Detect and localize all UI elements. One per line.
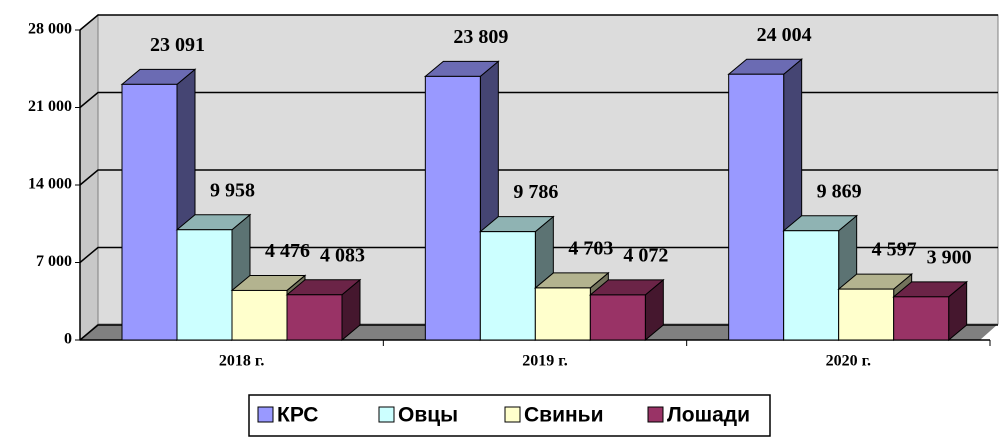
data-label: 4 597: [872, 239, 917, 261]
legend-marker: [257, 406, 274, 423]
x-tick-label: 2019 г.: [522, 353, 567, 370]
bar: [286, 294, 343, 341]
data-label: 24 004: [757, 24, 812, 46]
legend-label: Лошади: [667, 404, 750, 427]
bar: [783, 230, 840, 341]
data-label: 9 869: [817, 180, 862, 202]
bar: [424, 75, 481, 341]
legend-marker: [647, 406, 664, 423]
legend-marker: [504, 406, 521, 423]
grid-line: [79, 246, 998, 264]
x-tick-label: 2018 г.: [219, 353, 264, 370]
bar: [121, 83, 178, 341]
bar: [728, 73, 785, 341]
data-label: 23 809: [453, 26, 508, 48]
x-tick-label: 2020 г.: [826, 353, 871, 370]
y-tick-label: 7 000: [36, 253, 72, 270]
y-tick-label: 21 000: [28, 98, 72, 115]
data-label: 4 083: [320, 244, 365, 266]
y-tick-label: 28 000: [28, 21, 72, 38]
data-label: 4 072: [623, 245, 668, 267]
bar: [534, 287, 591, 341]
data-label: 23 091: [150, 34, 205, 56]
bar: [231, 289, 288, 341]
bar: [893, 296, 950, 341]
legend-label: Свиньи: [524, 404, 604, 427]
y-tick-label: 14 000: [28, 176, 72, 193]
bar: [589, 294, 646, 341]
data-label: 9 958: [210, 179, 255, 201]
bar: [176, 229, 233, 341]
y-tick-label: 0: [64, 331, 72, 348]
data-label: 3 900: [927, 246, 972, 268]
legend-label: Овцы: [398, 404, 458, 427]
legend-marker: [378, 406, 395, 423]
legend-label: КРС: [277, 404, 318, 427]
grid-line: [79, 14, 998, 31]
data-label: 9 786: [513, 181, 558, 203]
bar: [479, 231, 536, 341]
grid-line: [79, 91, 998, 109]
grid-line: [79, 169, 998, 186]
data-label: 4 476: [265, 240, 310, 262]
grid-line: [79, 324, 998, 341]
data-label: 4 703: [568, 238, 613, 260]
bar: [838, 288, 895, 341]
